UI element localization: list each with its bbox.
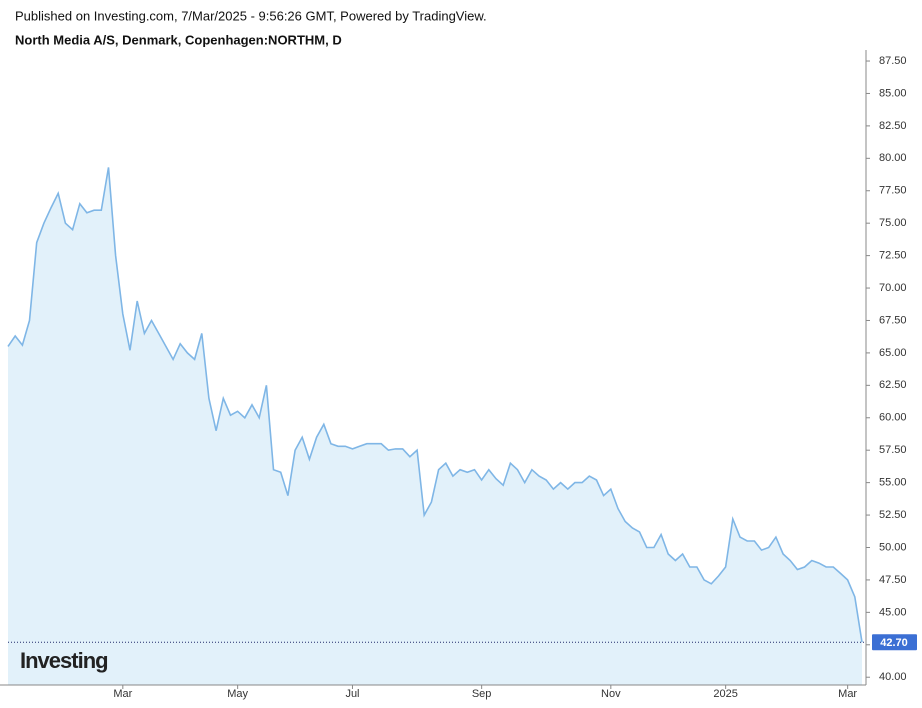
area-fill [8,167,862,685]
last-price-label: 42.70 [880,637,908,649]
x-tick-label: 2025 [713,688,737,700]
instrument-title: North Media A/S, Denmark, Copenhagen:NOR… [15,32,342,47]
y-tick-label: 82.50 [879,120,907,132]
x-tick-label: Jul [345,688,359,700]
last-price-tag [872,634,917,651]
published-line: Published on Investing.com, 7/Mar/2025 -… [15,8,487,23]
y-tick-label: 75.00 [879,217,907,229]
y-tick-label: 60.00 [879,412,907,424]
y-tick-label: 65.00 [879,347,907,359]
y-tick-label: 50.00 [879,541,907,553]
y-tick-label: 57.50 [879,444,907,456]
y-tick-label: 72.50 [879,250,907,262]
y-tick-label: 70.00 [879,282,907,294]
y-tick-label: 55.00 [879,477,907,489]
y-tick-label: 62.50 [879,379,907,391]
x-tick-label: May [227,688,248,700]
y-tick-label: 87.50 [879,55,907,67]
y-tick-label: 47.50 [879,574,907,586]
x-tick-label: Mar [838,688,857,700]
price-line [7,167,863,643]
y-tick-label: 67.50 [879,314,907,326]
y-tick-label: 80.00 [879,152,907,164]
x-tick-label: Sep [472,688,492,700]
y-tick-label: 40.00 [879,671,907,683]
x-tick-label: Nov [601,688,621,700]
watermark-brand: Investing [20,648,108,673]
y-tick-label: 85.00 [879,87,907,99]
y-tick-label: 52.50 [879,509,907,521]
y-tick-label: 77.50 [879,185,907,197]
x-tick-label: Mar [113,688,132,700]
y-tick-label: 45.00 [879,606,907,618]
watermark: Investing [20,648,108,673]
